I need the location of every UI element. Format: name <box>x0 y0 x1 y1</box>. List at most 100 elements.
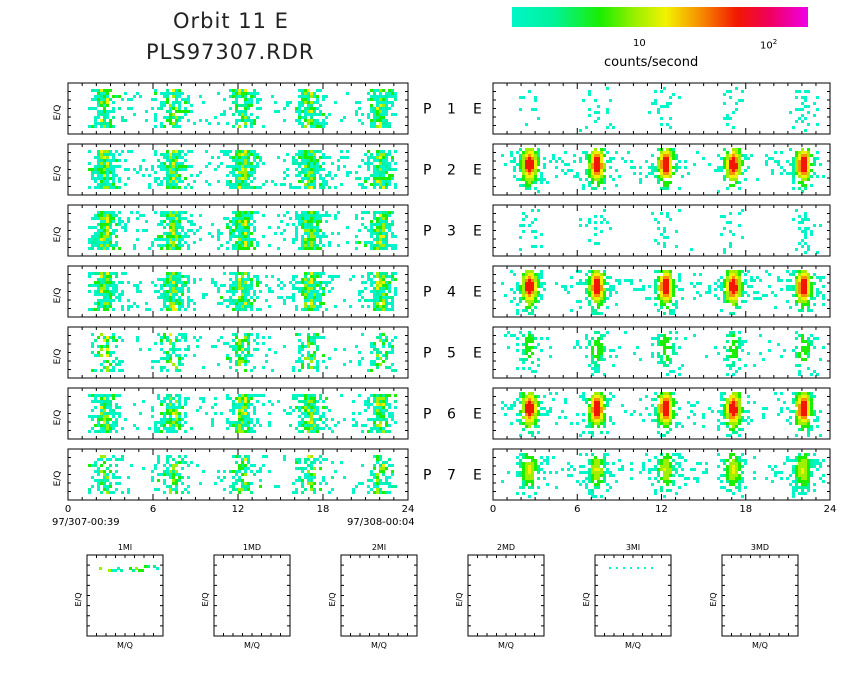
left-spectrogram-cell <box>310 342 313 345</box>
right-spectrogram-cell <box>738 282 741 285</box>
left-spectrogram-cell <box>139 95 142 98</box>
right-spectrogram-cell <box>537 157 540 160</box>
left-spectrogram-cell <box>112 339 115 342</box>
left-spectrogram-cell <box>250 305 253 308</box>
left-spectrogram-cell <box>100 159 103 162</box>
left-spectrogram-cell <box>247 217 250 220</box>
left-spectrogram-cell <box>184 415 187 418</box>
right-spectrogram-cell <box>591 166 594 169</box>
left-spectrogram-cell <box>187 247 190 250</box>
left-spectrogram-cell <box>121 116 124 119</box>
left-spectrogram-cell <box>178 223 181 226</box>
right-spectrogram-cell <box>729 285 732 288</box>
left-spectrogram-cell <box>379 278 382 281</box>
left-spectrogram-cell <box>376 281 379 284</box>
left-spectrogram-cell <box>115 284 118 287</box>
left-spectrogram-cell <box>376 95 379 98</box>
left-spectrogram-cell <box>214 345 217 348</box>
left-spectrogram-cell <box>292 369 295 372</box>
left-spectrogram-cell <box>253 226 256 229</box>
left-spectrogram-cell <box>160 421 163 424</box>
left-spectrogram-cell <box>232 232 235 235</box>
left-spectrogram-cell <box>109 272 112 275</box>
right-spectrogram-cell <box>792 166 795 169</box>
left-spectrogram-cell <box>172 235 175 238</box>
left-spectrogram-cell <box>301 98 304 101</box>
left-spectrogram-cell <box>259 281 262 284</box>
left-spectrogram-cell <box>307 110 310 113</box>
left-spectrogram-cell <box>169 110 172 113</box>
right-spectrogram-cell <box>798 181 801 184</box>
left-spectrogram-cell <box>235 174 238 177</box>
left-spectrogram-cell <box>238 168 241 171</box>
left-spectrogram-cell <box>316 226 319 229</box>
left-spectrogram-cell <box>385 186 388 189</box>
left-spectrogram-cell <box>142 214 145 217</box>
left-spectrogram-cell <box>112 333 115 336</box>
left-spectrogram-cell <box>283 302 286 305</box>
left-spectrogram-cell <box>178 281 181 284</box>
left-spectrogram-cell <box>349 305 352 308</box>
left-spectrogram-cell <box>307 299 310 302</box>
right-spectrogram-cell <box>726 285 729 288</box>
left-spectrogram-cell <box>100 424 103 427</box>
left-spectrogram-cell <box>106 180 109 183</box>
right-spectrogram-cell <box>525 352 528 355</box>
right-spectrogram-cell <box>591 291 594 294</box>
left-spectrogram-cell <box>349 171 352 174</box>
left-spectrogram-cell <box>250 281 253 284</box>
right-spectrogram-cell <box>531 312 534 315</box>
left-spectrogram-cell <box>298 150 301 153</box>
left-spectrogram-cell <box>115 363 118 366</box>
left-spectrogram-cell <box>385 284 388 287</box>
right-spectrogram-cell <box>726 364 729 367</box>
left-spectrogram-cell <box>109 278 112 281</box>
right-spectrogram-cell <box>663 285 666 288</box>
left-spectrogram-cell <box>370 89 373 92</box>
left-spectrogram-cell <box>310 162 313 165</box>
left-spectrogram-cell <box>202 296 205 299</box>
right-spectrogram-cell <box>603 187 606 190</box>
left-spectrogram-cell <box>172 101 175 104</box>
left-spectrogram-cell <box>367 272 370 275</box>
right-spectrogram-cell <box>537 160 540 163</box>
left-spectrogram-cell <box>175 223 178 226</box>
left-spectrogram-cell <box>337 159 340 162</box>
left-spectrogram-cell <box>139 168 142 171</box>
left-spectrogram-cell <box>313 308 316 311</box>
right-spectrogram-cell <box>579 157 582 160</box>
left-spectrogram-cell <box>196 174 199 177</box>
right-spectrogram-cell <box>732 175 735 178</box>
left-spectrogram-cell <box>244 302 247 305</box>
left-spectrogram-cell <box>319 125 322 128</box>
left-spectrogram-cell <box>175 232 178 235</box>
right-spectrogram-cell <box>738 337 741 340</box>
left-spectrogram-cell <box>235 217 238 220</box>
right-spectrogram-cell <box>537 273 540 276</box>
right-spectrogram-cell <box>801 346 804 349</box>
left-spectrogram-cell <box>181 238 184 241</box>
right-spectrogram-cell <box>804 230 807 233</box>
left-spectrogram-cell <box>313 272 316 275</box>
right-spectrogram-cell <box>795 288 798 291</box>
left-spectrogram-cell <box>175 150 178 153</box>
left-spectrogram-cell <box>118 186 121 189</box>
left-spectrogram-cell <box>235 168 238 171</box>
left-spectrogram-cell <box>244 247 247 250</box>
right-spectrogram-cell <box>729 175 732 178</box>
right-spectrogram-cell <box>744 154 747 157</box>
left-spectrogram-cell <box>169 156 172 159</box>
left-spectrogram-cell <box>97 177 100 180</box>
left-spectrogram-cell <box>373 348 376 351</box>
right-spectrogram-cell <box>741 99 744 102</box>
left-spectrogram-cell <box>94 302 97 305</box>
left-spectrogram-cell <box>241 305 244 308</box>
left-spectrogram-cell <box>169 333 172 336</box>
left-ylabel-eq: E/Q <box>53 349 63 365</box>
right-spectrogram-cell <box>591 358 594 361</box>
left-spectrogram-cell <box>142 159 145 162</box>
left-spectrogram-cell <box>250 284 253 287</box>
right-spectrogram-cell <box>795 303 798 306</box>
left-spectrogram-cell <box>103 299 106 302</box>
left-spectrogram-cell <box>286 211 289 214</box>
